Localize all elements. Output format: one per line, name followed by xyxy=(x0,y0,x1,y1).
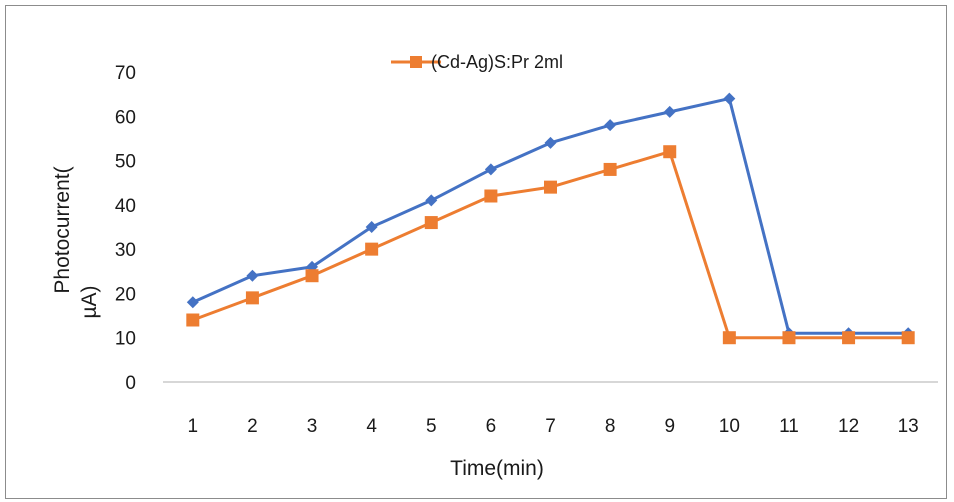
series-line xyxy=(192,97,909,335)
x-tick-label: 11 xyxy=(779,416,799,437)
series-line xyxy=(192,150,909,340)
y-axis-title-line-1: Photocurrent( xyxy=(51,166,74,293)
series-layer xyxy=(186,92,915,345)
x-tick-label: 8 xyxy=(605,416,616,437)
y-tick-label: 10 xyxy=(115,329,136,350)
data-point xyxy=(782,331,796,345)
series-2 xyxy=(186,145,915,345)
y-tick-label: 0 xyxy=(125,373,136,394)
x-tick-label: 9 xyxy=(664,416,675,437)
x-tick-label: 5 xyxy=(426,416,437,437)
data-point xyxy=(246,269,259,282)
data-point xyxy=(901,331,915,345)
legend-marker xyxy=(410,56,422,68)
data-point xyxy=(305,269,319,283)
series-1 xyxy=(186,92,915,340)
y-tick-label: 50 xyxy=(115,152,136,173)
x-tick-label: 2 xyxy=(247,416,258,437)
data-point xyxy=(484,163,497,176)
data-point xyxy=(544,136,557,149)
x-tick-label: 12 xyxy=(838,416,859,437)
data-point xyxy=(604,119,617,132)
y-tick-label: 70 xyxy=(115,63,136,84)
data-point xyxy=(365,242,379,256)
x-tick-label: 1 xyxy=(188,416,199,437)
y-tick-label: 60 xyxy=(115,107,136,128)
data-point xyxy=(722,331,736,345)
data-point xyxy=(245,291,259,305)
y-tick-label: 20 xyxy=(115,284,136,305)
data-point xyxy=(186,313,200,327)
y-tick-labels: 0 10 20 30 40 50 60 70 xyxy=(115,63,136,394)
legend: (Cd-Ag)S:Pr 2ml xyxy=(391,52,563,72)
x-tick-label: 10 xyxy=(719,416,740,437)
y-tick-label: 40 xyxy=(115,196,136,217)
x-axis-title: Time(min) xyxy=(450,457,544,480)
data-point xyxy=(842,331,856,345)
x-tick-label: 7 xyxy=(545,416,556,437)
legend-label: (Cd-Ag)S:Pr 2ml xyxy=(431,52,563,72)
data-point xyxy=(425,194,438,207)
y-axis-title-line-2: µA) xyxy=(78,285,101,318)
data-point xyxy=(544,180,557,194)
data-point xyxy=(484,189,498,203)
data-point xyxy=(186,296,199,309)
x-tick-label: 3 xyxy=(307,416,318,437)
data-point xyxy=(365,221,378,233)
data-point xyxy=(424,216,438,230)
data-point xyxy=(663,145,677,159)
x-tick-label: 6 xyxy=(486,416,497,437)
x-tick-label: 13 xyxy=(898,416,919,437)
y-tick-label: 30 xyxy=(115,240,136,261)
data-point xyxy=(723,92,736,105)
data-point xyxy=(663,105,676,118)
x-tick-label: 4 xyxy=(366,416,377,437)
x-tick-labels: 1 2 3 4 5 6 7 8 9 10 11 12 13 xyxy=(188,416,919,437)
chart-frame xyxy=(5,5,947,499)
data-point xyxy=(603,162,617,176)
